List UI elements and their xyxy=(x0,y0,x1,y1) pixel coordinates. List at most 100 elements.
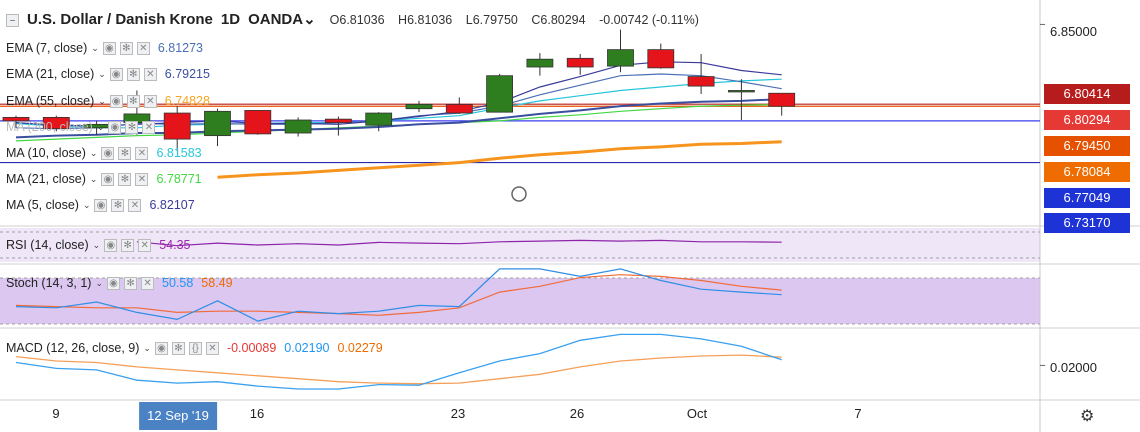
close-icon[interactable]: ✕ xyxy=(135,146,149,160)
price-badge: 6.78084 xyxy=(1044,162,1130,182)
stoch-d-value: 58.49 xyxy=(201,276,233,290)
indicator-legend-row: EMA (55, close) ⌄ ◉ ✻ ✕ 6.74828 xyxy=(6,93,210,109)
stoch-band xyxy=(0,278,1040,324)
eye-icon[interactable]: ◉ xyxy=(154,341,168,355)
source-code-icon[interactable]: {} xyxy=(188,341,202,355)
eye-icon[interactable]: ◉ xyxy=(102,41,116,55)
source-label: OANDA xyxy=(248,11,304,28)
eye-icon[interactable]: ◉ xyxy=(94,198,108,212)
eye-icon[interactable]: ◉ xyxy=(109,94,123,108)
indicator-name[interactable]: EMA (7, close) xyxy=(6,41,88,55)
candle-body xyxy=(728,90,755,93)
gear-icon[interactable]: ✻ xyxy=(118,146,132,160)
x-axis-label: Oct xyxy=(686,406,708,421)
eye-icon[interactable]: ◉ xyxy=(101,172,115,186)
indicator-legend-row: MA (5, close) ⌄ ◉ ✻ ✕ 6.82107 xyxy=(6,197,195,213)
candle-body xyxy=(647,49,675,69)
stoch-k-value: 50.58 xyxy=(162,276,194,290)
close-icon[interactable]: ✕ xyxy=(135,172,149,186)
open-value: O6.81036 xyxy=(329,13,385,27)
candle-body xyxy=(405,103,433,110)
close-icon[interactable]: ✕ xyxy=(142,120,156,134)
close-icon[interactable]: ✕ xyxy=(143,94,157,108)
macd-signal-line xyxy=(15,354,782,385)
gear-icon[interactable]: ✻ xyxy=(126,94,140,108)
candle-body xyxy=(365,112,393,126)
chevron-down-icon[interactable]: ⌄ xyxy=(92,240,101,250)
chevron-down-icon[interactable]: ⌄ xyxy=(96,122,105,132)
candle-body xyxy=(687,76,715,87)
gear-icon[interactable]: ✻ xyxy=(125,120,139,134)
macd-hist-value: -0.00089 xyxy=(226,341,277,355)
eye-icon[interactable]: ◉ xyxy=(101,146,115,160)
candle-body xyxy=(284,119,312,134)
indicator-value: 6.74828 xyxy=(164,94,210,108)
indicator-name[interactable]: MA (21, close) xyxy=(6,172,86,186)
indicator-name[interactable]: EMA (55, close) xyxy=(6,94,95,108)
gear-icon[interactable]: ✻ xyxy=(124,276,138,290)
gear-icon[interactable]: ✻ xyxy=(126,67,140,81)
chevron-down-icon[interactable]: ⌄ xyxy=(89,148,98,158)
x-axis-label: 23 xyxy=(450,406,466,421)
candle-body xyxy=(768,92,796,107)
candle-body xyxy=(244,110,272,135)
gear-icon[interactable]: ✻ xyxy=(171,341,185,355)
close-icon[interactable]: ✕ xyxy=(128,198,142,212)
stoch-name[interactable]: Stoch (14, 3, 1) xyxy=(6,276,92,290)
indicator-name[interactable]: MA (10, close) xyxy=(6,146,86,160)
close-icon[interactable]: ✕ xyxy=(205,341,219,355)
candle-body xyxy=(566,57,594,68)
x-axis-label: 26 xyxy=(569,406,585,421)
chevron-down-icon[interactable]: ⌄ xyxy=(98,69,106,79)
close-icon[interactable]: ✕ xyxy=(143,67,157,81)
settings-gear-icon[interactable]: ⚙ xyxy=(1080,408,1095,425)
chevron-down-icon[interactable]: ⌄ xyxy=(89,174,98,184)
gear-icon[interactable]: ✻ xyxy=(119,41,133,55)
eye-icon[interactable]: ◉ xyxy=(109,67,123,81)
macd-name[interactable]: MACD (12, 26, close, 9) xyxy=(6,341,140,355)
chevron-down-icon[interactable]: ⌄ xyxy=(95,278,104,288)
candle-body xyxy=(486,75,514,113)
macd-value: 0.02190 xyxy=(284,341,330,355)
x-axis-label: 9 xyxy=(52,406,60,421)
indicator-value: 6.79215 xyxy=(164,67,210,81)
close-icon[interactable]: ✕ xyxy=(141,276,155,290)
indicator-value: 6.82107 xyxy=(149,198,195,212)
rsi-value: 54.35 xyxy=(159,238,191,252)
close-icon[interactable]: ✕ xyxy=(138,238,152,252)
chevron-down-icon[interactable]: ⌄ xyxy=(91,43,99,53)
macd-legend: MACD (12, 26, close, 9) ⌄ ◉ ✻ {} ✕ -0.00… xyxy=(6,340,383,356)
interval-label[interactable]: 1D xyxy=(220,11,241,28)
close-icon[interactable]: ✕ xyxy=(136,41,150,55)
chart-header: – U.S. Dollar / Danish Krone 1D OANDA ⌄ … xyxy=(6,10,709,30)
collapse-icon[interactable]: – xyxy=(6,13,19,27)
chevron-down-icon[interactable]: ⌄ xyxy=(303,11,316,28)
indicator-name[interactable]: MA (200, close) xyxy=(6,120,93,134)
rsi-name[interactable]: RSI (14, close) xyxy=(6,238,89,252)
chevron-down-icon[interactable]: ⌄ xyxy=(143,343,151,353)
price-badge: 6.80414 xyxy=(1044,84,1130,104)
indicator-value: 6.81583 xyxy=(156,146,202,160)
stoch-legend: Stoch (14, 3, 1) ⌄ ◉ ✻ ✕ 50.58 58.49 xyxy=(6,275,233,291)
indicator-name[interactable]: EMA (21, close) xyxy=(6,67,95,81)
price-axis-label: 6.85000 xyxy=(1050,24,1097,39)
candle-body xyxy=(445,103,473,114)
gear-icon[interactable]: ✻ xyxy=(118,172,132,186)
indicator-legend-row: MA (10, close) ⌄ ◉ ✻ ✕ 6.81583 xyxy=(6,145,202,161)
eye-icon[interactable]: ◉ xyxy=(104,238,118,252)
symbol-title[interactable]: U.S. Dollar / Danish Krone xyxy=(27,11,213,28)
macd-axis-label: 0.02000 xyxy=(1050,360,1097,375)
eye-icon[interactable]: ◉ xyxy=(108,120,122,134)
price-badge: 6.73170 xyxy=(1044,213,1130,233)
x-axis-label: 7 xyxy=(854,406,862,421)
chevron-down-icon[interactable]: ⌄ xyxy=(82,200,91,210)
chevron-down-icon[interactable]: ⌄ xyxy=(98,96,106,106)
stoch-d-line xyxy=(15,274,782,316)
stoch-k-line xyxy=(15,268,782,322)
indicator-name[interactable]: MA (5, close) xyxy=(6,198,79,212)
price-badge: 6.80294 xyxy=(1044,110,1130,130)
gear-icon[interactable]: ✻ xyxy=(111,198,125,212)
gear-icon[interactable]: ✻ xyxy=(121,238,135,252)
eye-icon[interactable]: ◉ xyxy=(107,276,121,290)
